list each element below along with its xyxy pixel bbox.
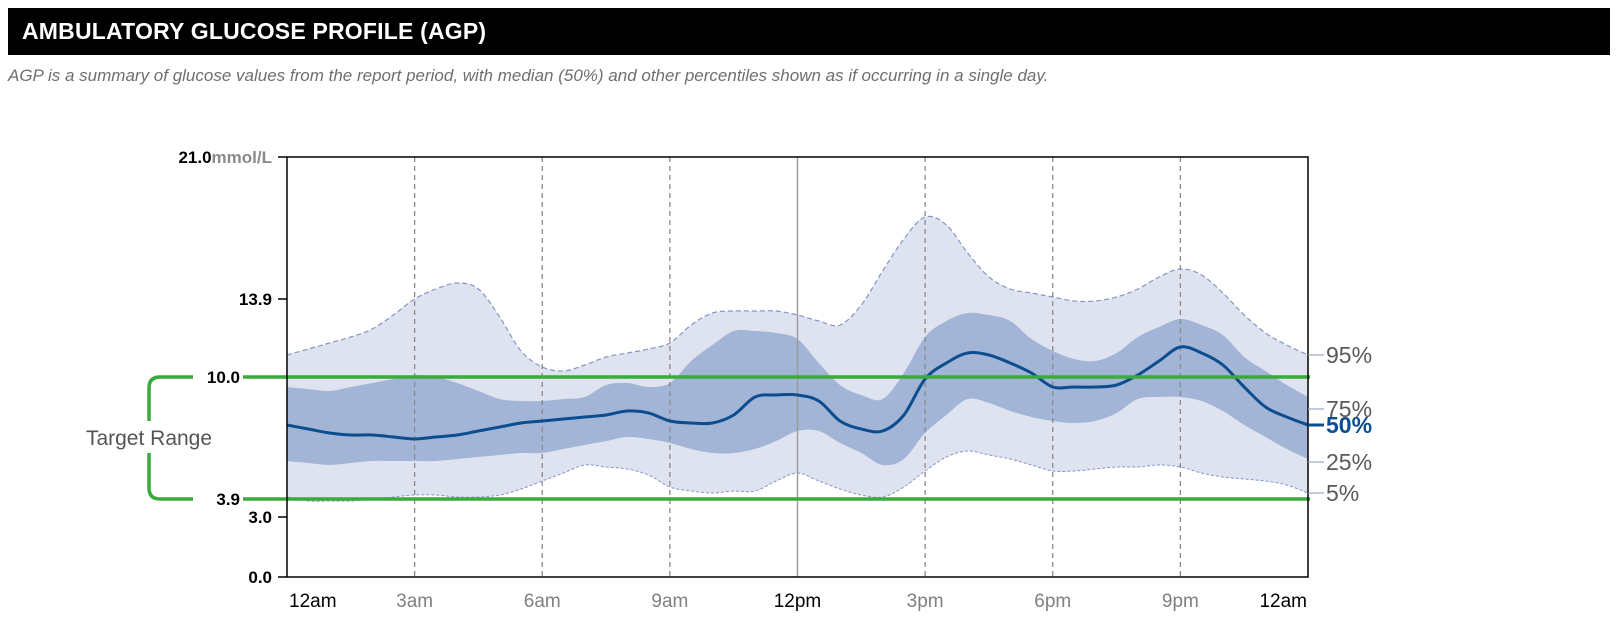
percentile-label-p5: 5% [1326, 480, 1359, 506]
percentile-label-p50: 50% [1326, 412, 1372, 438]
x-tick-label: 9am [651, 591, 688, 612]
y-tick-label-bg [193, 488, 243, 510]
x-tick-label: 3am [396, 591, 433, 612]
x-tick-label: 12am [289, 591, 337, 612]
y-tick-value: 21.0 [178, 148, 211, 167]
x-tick-label: 12am [1259, 591, 1307, 612]
y-tick-label: 3.9 [216, 490, 240, 509]
y-tick-label: 10.0 [207, 368, 240, 387]
x-tick-label: 12pm [774, 591, 822, 612]
y-unit-label: mmol/L [212, 148, 272, 167]
x-tick-label: 3pm [907, 591, 944, 612]
series-line-50 [286, 345, 1309, 441]
x-tick-label: 6pm [1034, 591, 1071, 612]
series-line-95 [286, 215, 1309, 372]
page-title: AMBULATORY GLUCOSE PROFILE (AGP) [22, 18, 487, 44]
target-range-label-bg [78, 421, 221, 453]
report-description: AGP is a summary of glucose values from … [8, 66, 1049, 85]
target-range-label: Target Range [86, 427, 212, 450]
x-tick-label: 9pm [1162, 591, 1199, 612]
plot-frame [286, 156, 1309, 578]
y-tick-value: 3.9 [216, 490, 240, 509]
x-tick-label: 6am [524, 591, 561, 612]
y-tick-value: 3.0 [248, 508, 272, 527]
y-tick-value: 10.0 [207, 368, 240, 387]
percentile-label-p25: 25% [1326, 449, 1372, 475]
y-tick-value: 0.0 [248, 568, 272, 587]
y-tick-label: 21.0mmol/L [178, 148, 272, 167]
y-tick-label: 3.0 [248, 508, 272, 527]
y-tick-label-bg [193, 366, 243, 388]
header-bar: AMBULATORY GLUCOSE PROFILE (AGP) [8, 8, 1610, 55]
y-tick-value: 13.9 [239, 290, 272, 309]
y-tick-label: 13.9 [239, 290, 272, 309]
y-tick-label: 0.0 [248, 568, 272, 587]
percentile-label-p75: 75% [1326, 396, 1372, 422]
percentile-label-p95: 95% [1326, 342, 1372, 368]
